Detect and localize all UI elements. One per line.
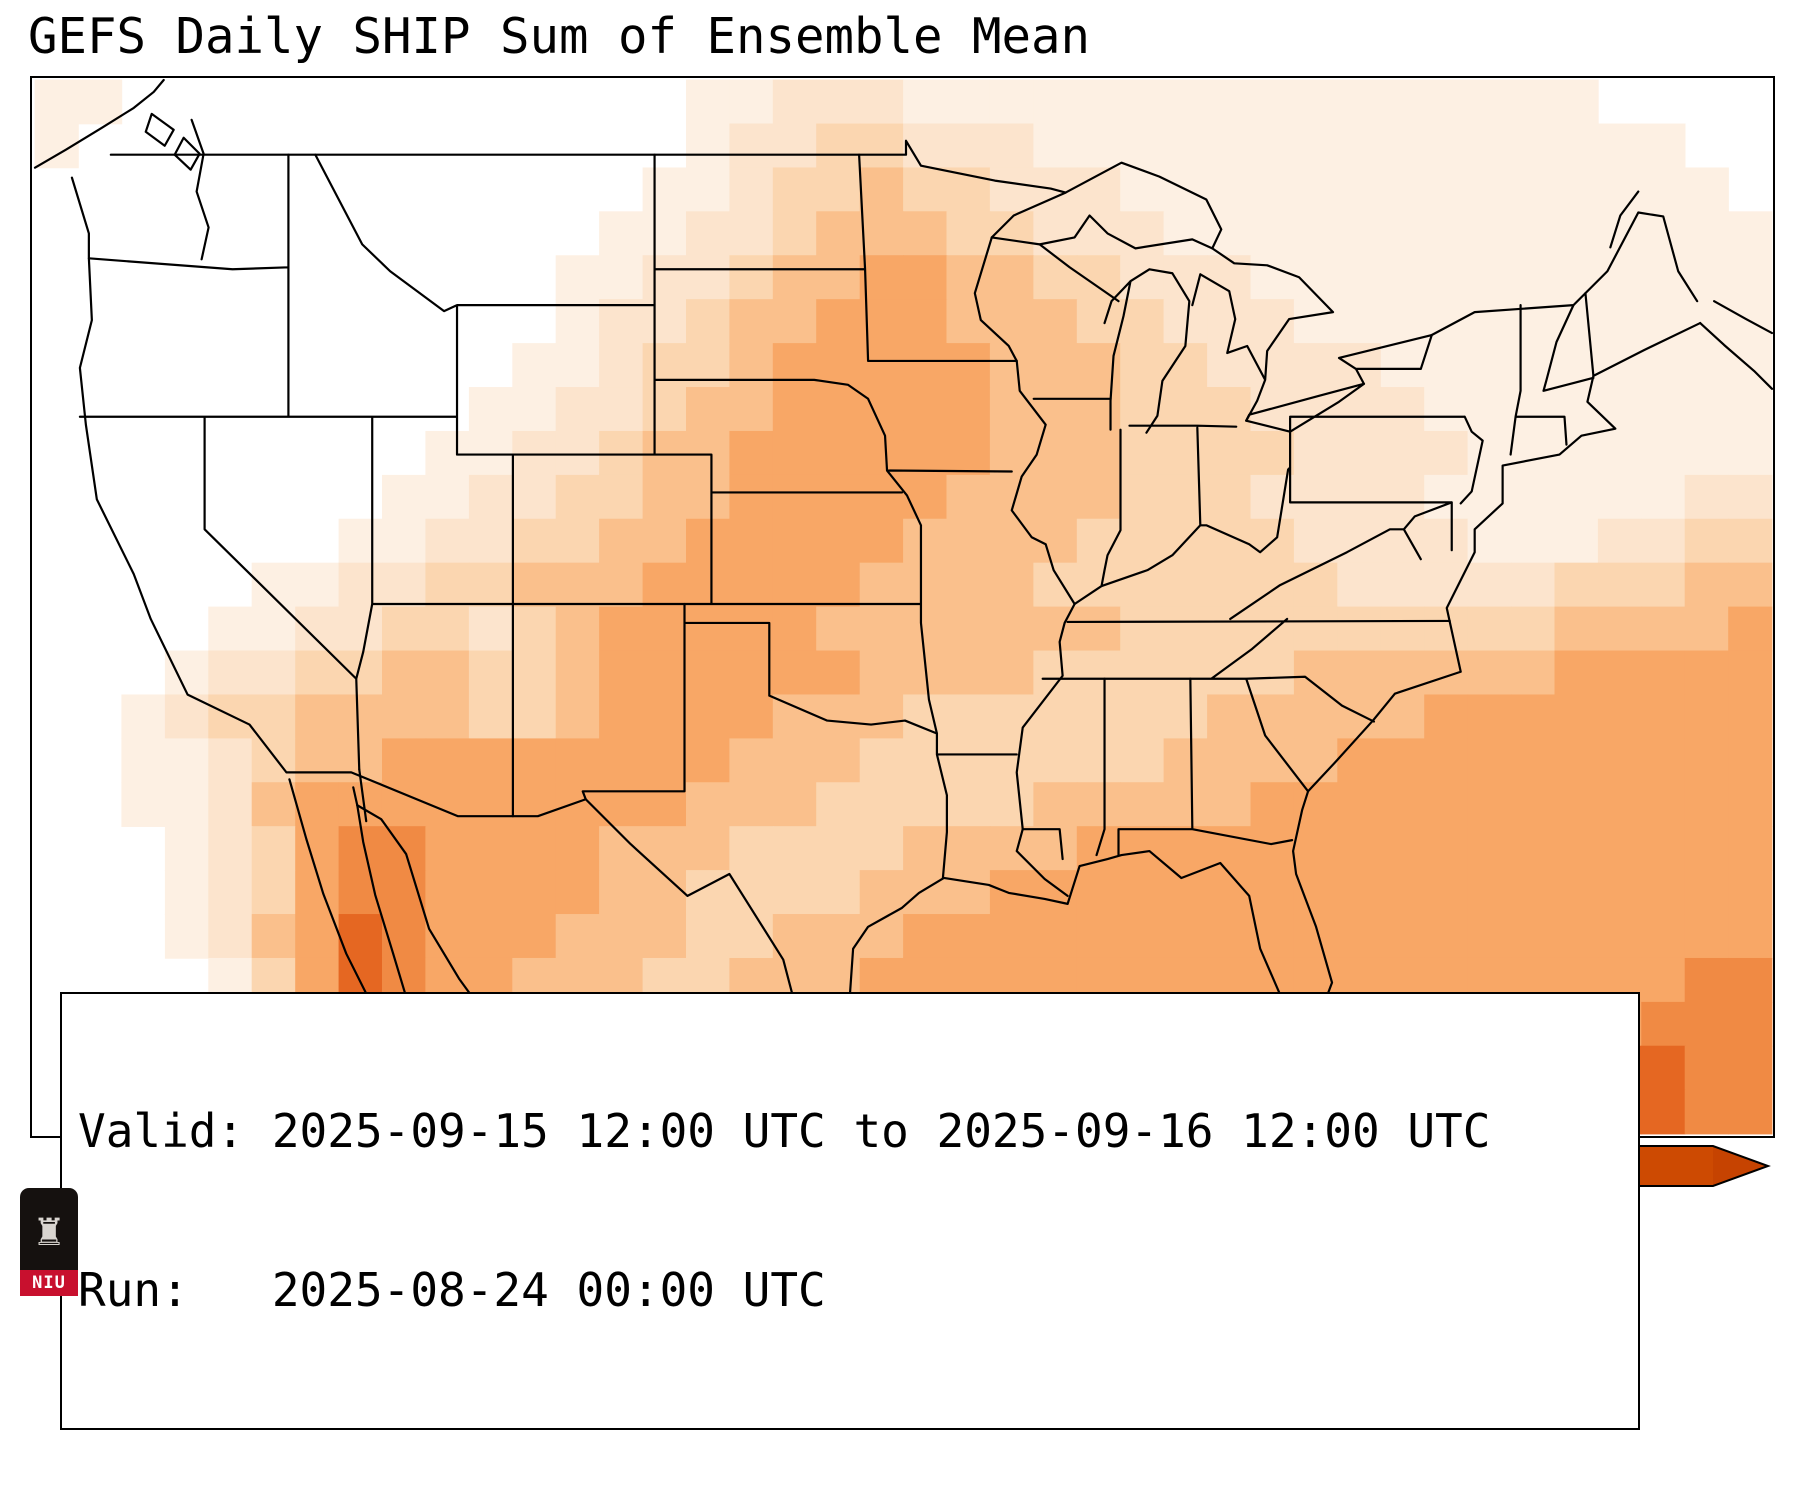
coastline	[33, 78, 1773, 1048]
niu-shield: ♜	[20, 1188, 78, 1270]
state-boundaries	[78, 153, 1595, 898]
niu-logo-text: NIU	[20, 1270, 78, 1296]
valid-text: Valid: 2025-09-15 12:00 UTC to 2025-09-1…	[78, 1104, 1491, 1158]
run-text: Run: 2025-08-24 00:00 UTC	[78, 1263, 826, 1317]
page-title: GEFS Daily SHIP Sum of Ensemble Mean	[28, 8, 1091, 65]
great-lakes	[990, 161, 1433, 434]
info-box: Valid: 2025-09-15 12:00 UTC to 2025-09-1…	[60, 992, 1640, 1430]
niu-logo: ♜ NIU	[20, 1188, 78, 1298]
map-svg	[33, 78, 1773, 1136]
heatmap-layer	[34, 79, 1773, 1135]
map-frame	[30, 76, 1775, 1138]
castle-icon: ♜	[35, 1202, 63, 1256]
